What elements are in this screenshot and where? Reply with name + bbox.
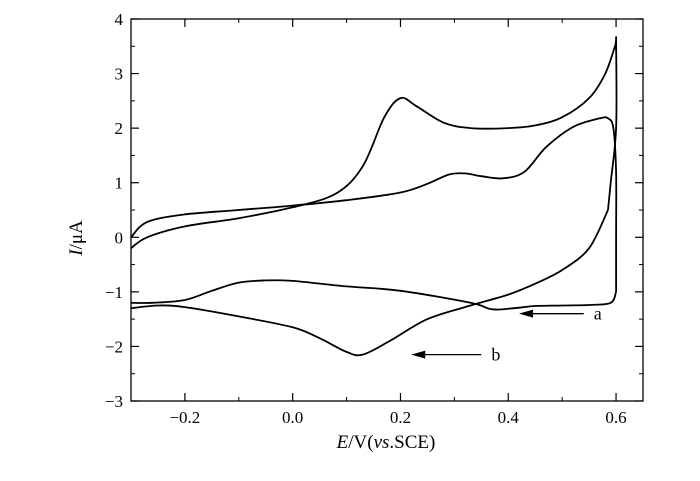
series-a-forward-scan xyxy=(131,116,618,292)
series-a-group xyxy=(131,116,618,311)
annotation-arrowhead-b xyxy=(411,350,426,359)
x-tick-label: 0.4 xyxy=(498,408,520,427)
y-tick-label: −3 xyxy=(105,392,123,411)
series-b-reverse-scan xyxy=(131,209,609,357)
plot-frame xyxy=(130,18,644,402)
y-tick-label: 2 xyxy=(115,119,124,138)
y-tick-label: 4 xyxy=(115,10,124,29)
y-tick-label: −1 xyxy=(105,283,123,302)
series-a-reverse-scan xyxy=(131,279,617,311)
y-tick-label: −2 xyxy=(105,337,123,356)
x-tick-label: 0.0 xyxy=(282,408,303,427)
annotation-arrowhead-a xyxy=(519,309,534,318)
y-axis-label: I/μA xyxy=(66,220,87,257)
x-tick-label: 0.6 xyxy=(605,408,626,427)
series-b-group xyxy=(131,36,618,357)
y-tick-label: 0 xyxy=(115,228,124,247)
y-tick-label: 1 xyxy=(115,174,124,193)
x-axis-label: E/V(vs.SCE) xyxy=(336,432,436,453)
annotation-label-a: a xyxy=(594,304,602,324)
x-tick-label: −0.2 xyxy=(169,408,200,427)
annotation-label-b: b xyxy=(491,345,500,365)
x-tick-label: 0.2 xyxy=(390,408,411,427)
y-tick-label: 3 xyxy=(115,65,124,84)
series-b-forward-scan xyxy=(131,36,618,249)
